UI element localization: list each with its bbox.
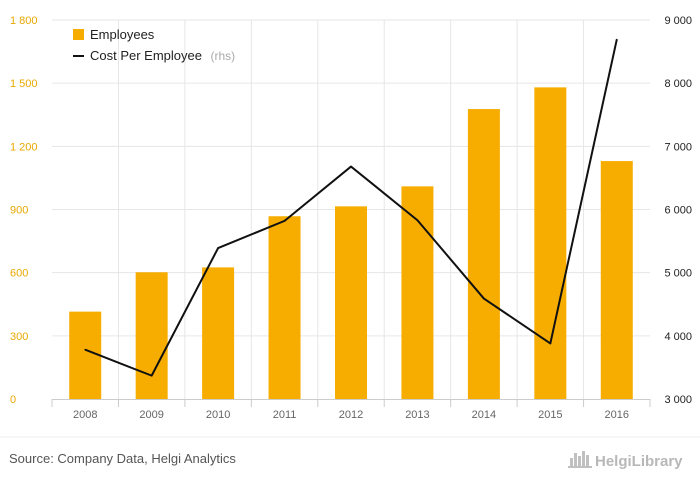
logo: HelgiLibrary (568, 451, 683, 470)
left-axis-ticks: 0 300 600 900 1 200 1 500 1 800 (10, 15, 38, 406)
right-axis-ticks: 3 000 4 000 5 000 6 000 7 000 8 000 9 000 (664, 15, 692, 406)
left-tick-label: 1 200 (10, 141, 38, 153)
left-tick-label: 1 500 (10, 78, 38, 90)
x-tick-label: 2016 (605, 409, 629, 421)
point-cost-per-employee-2014 (483, 297, 485, 300)
legend-swatch-employees (73, 29, 84, 40)
point-cost-per-employee-2012 (350, 165, 352, 168)
bar-employees-2008 (69, 311, 102, 399)
x-tick-label: 2015 (538, 409, 562, 421)
bar-employees-2013 (401, 186, 434, 399)
right-tick-label: 8 000 (664, 78, 692, 90)
legend-label-employees: Employees (90, 27, 155, 42)
source-text: Source: Company Data, Helgi Analytics (9, 451, 236, 466)
x-tick-label: 2009 (139, 409, 163, 421)
point-cost-per-employee-2010 (217, 247, 219, 249)
x-tick-label: 2010 (206, 409, 230, 421)
bar-employees-2012 (335, 206, 367, 399)
x-tick-label: 2014 (472, 409, 496, 421)
point-cost-per-employee-2013 (416, 219, 419, 222)
point-cost-per-employee-2015 (549, 342, 552, 345)
right-tick-label: 3 000 (664, 394, 692, 406)
bar-employees-2015 (534, 87, 567, 399)
logo-text: HelgiLibrary (595, 453, 683, 470)
x-axis-ticks: 2008 2009 2010 2011 2012 2013 2014 2015 2016 (73, 409, 629, 421)
right-tick-label: 7 000 (664, 141, 692, 153)
left-tick-label: 0 (10, 394, 16, 406)
bar-employees-2010 (202, 267, 235, 399)
bar-employees-2009 (135, 272, 168, 399)
left-tick-label: 300 (10, 331, 28, 343)
line-series (84, 38, 618, 377)
x-tick-label: 2013 (405, 409, 429, 421)
bar-employees-2014 (467, 109, 500, 399)
legend: Employees Cost Per Employee (rhs) (73, 27, 235, 64)
grid-lines (52, 19, 650, 399)
legend-label-cost-per-employee: Cost Per Employee (rhs) (90, 47, 235, 64)
legend-label-rhs-note: (rhs) (210, 49, 235, 63)
x-axis (51, 399, 651, 407)
right-tick-label: 9 000 (664, 15, 692, 27)
point-cost-per-employee-2008 (84, 348, 87, 351)
city-skyline-icon (568, 451, 592, 468)
right-tick-label: 4 000 (664, 331, 692, 343)
left-tick-label: 1 800 (10, 15, 38, 27)
point-cost-per-employee-2011 (283, 220, 286, 222)
x-tick-label: 2012 (339, 409, 363, 421)
point-cost-per-employee-2009 (150, 374, 153, 377)
bar-employees-2011 (268, 216, 301, 399)
point-cost-per-employee-2016 (615, 38, 618, 41)
x-tick-label: 2008 (73, 409, 97, 421)
bar-series (69, 87, 633, 399)
bar-employees-2016 (600, 161, 633, 399)
left-tick-label: 900 (10, 205, 28, 217)
x-tick-label: 2011 (273, 409, 297, 421)
left-tick-label: 600 (10, 268, 28, 280)
legend-label-cost-text: Cost Per Employee (90, 48, 202, 63)
right-tick-label: 5 000 (664, 268, 692, 280)
right-tick-label: 6 000 (664, 205, 692, 217)
